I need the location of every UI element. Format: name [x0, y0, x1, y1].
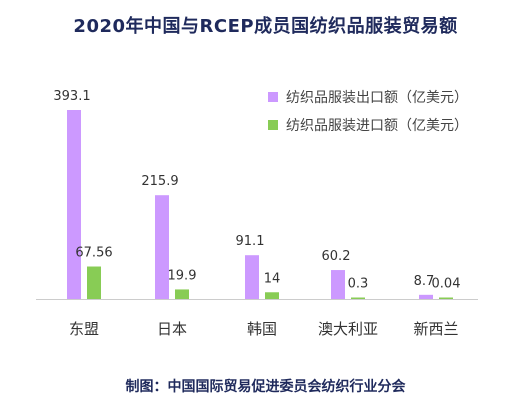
x-tick-label-0: 东盟 [69, 320, 99, 338]
bar-export-1 [155, 195, 169, 299]
bar-import-3 [351, 297, 365, 299]
bar-import-2 [265, 292, 279, 299]
x-tick-label-4: 新西兰 [413, 320, 458, 338]
data-label-import-3: 0.3 [348, 277, 369, 292]
data-label-import-4: 0.04 [432, 277, 461, 292]
bar-import-1 [175, 289, 189, 299]
data-label-export-0: 393.1 [53, 89, 90, 104]
x-tick-label-3: 澳大利亚 [318, 320, 378, 338]
bar-import-4 [439, 297, 453, 299]
legend: 纺织品服装出口额（亿美元） 纺织品服装进口额（亿美元） [268, 86, 468, 142]
chart-credit: 制图：中国国际贸易促进委员会纺织行业分会 [125, 379, 406, 395]
data-label-import-0: 67.56 [75, 246, 112, 261]
legend-item-import: 纺织品服装进口额（亿美元） [268, 114, 468, 136]
legend-label-import: 纺织品服装进口额（亿美元） [286, 118, 468, 134]
legend-swatch-import [268, 120, 278, 130]
data-label-import-1: 19.9 [168, 268, 197, 283]
x-tick-label-1: 日本 [157, 320, 187, 338]
bar-export-3 [331, 270, 345, 299]
x-tick-label-2: 韩国 [247, 320, 277, 338]
data-label-export-2: 91.1 [236, 234, 265, 249]
data-label-export-3: 60.2 [322, 249, 351, 264]
legend-label-export: 纺织品服装出口额（亿美元） [286, 90, 468, 106]
data-label-export-1: 215.9 [141, 174, 178, 189]
data-label-import-2: 14 [264, 271, 281, 286]
bar-import-0 [87, 266, 101, 299]
bar-export-4 [419, 294, 433, 299]
data-label-export-4: 8.7 [414, 274, 435, 289]
legend-swatch-export [268, 92, 278, 102]
bar-export-0 [67, 110, 81, 299]
chart-title: 2020年中国与RCEP成员国纺织品服装贸易额 [73, 16, 458, 37]
bar-export-2 [245, 255, 259, 299]
legend-item-export: 纺织品服装出口额（亿美元） [268, 86, 468, 108]
